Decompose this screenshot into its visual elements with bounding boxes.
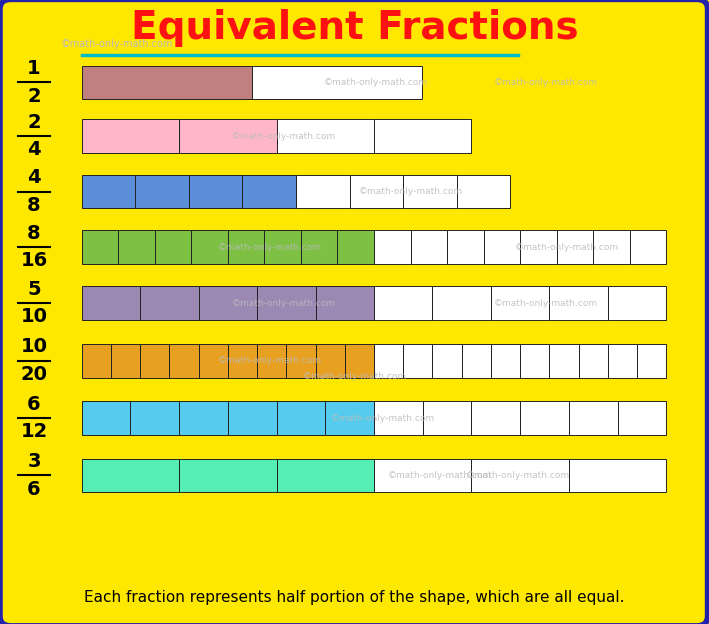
Bar [350,175,403,208]
Text: ©math-only-math.com: ©math-only-math.com [303,373,406,381]
Bar [484,230,520,264]
Bar [579,344,608,378]
Text: 12: 12 [21,422,48,441]
Bar [374,459,471,492]
Bar [82,286,140,320]
Text: ©math-only-math.com: ©math-only-math.com [331,414,435,422]
Bar [520,401,569,435]
Bar [423,401,471,435]
Text: 10: 10 [21,308,48,326]
Bar [549,344,579,378]
Text: 6: 6 [27,480,41,499]
Bar [608,286,666,320]
Bar [403,344,432,378]
Bar [345,344,374,378]
Bar [82,230,118,264]
Text: 3: 3 [27,452,41,471]
Bar [491,286,549,320]
Text: 6: 6 [27,395,41,414]
Text: 8: 8 [27,196,41,215]
Bar [191,230,228,264]
Bar [301,230,337,264]
Bar [257,286,316,320]
Bar [637,344,666,378]
Bar [286,344,316,378]
Bar [457,175,510,208]
Bar [82,459,179,492]
Bar [520,230,557,264]
Bar [447,230,484,264]
Bar [242,175,296,208]
Bar [618,401,666,435]
Text: ©math-only-math.com: ©math-only-math.com [232,132,335,140]
Bar [608,344,637,378]
Bar [325,401,374,435]
Bar [471,401,520,435]
Bar [118,230,155,264]
Bar [199,286,257,320]
Bar [277,401,325,435]
Text: 5: 5 [27,280,41,299]
Text: 2: 2 [27,87,41,105]
Text: 2: 2 [27,113,41,132]
Bar [374,344,403,378]
Bar [296,175,350,208]
Bar [316,286,374,320]
Bar [228,344,257,378]
Text: ©math-only-math.com: ©math-only-math.com [466,471,569,480]
Text: 4: 4 [27,140,41,159]
Bar [199,344,228,378]
Bar [491,344,520,378]
Bar [257,344,286,378]
Bar [169,344,199,378]
Bar [179,459,277,492]
Bar [432,286,491,320]
Bar [189,175,242,208]
Bar [374,119,471,153]
Bar [252,66,422,99]
Bar [277,459,374,492]
Bar [140,286,199,320]
Bar [374,230,411,264]
Bar [411,230,447,264]
Bar [337,230,374,264]
Text: ©math-only-math.com: ©math-only-math.com [359,187,463,196]
Bar [82,66,252,99]
Bar [140,344,169,378]
Bar [462,344,491,378]
Bar [82,175,135,208]
Text: ©math-only-math.com: ©math-only-math.com [494,78,598,87]
Text: 4: 4 [27,168,41,187]
Bar [471,459,569,492]
Bar [520,344,549,378]
Bar [432,344,462,378]
Bar [593,230,630,264]
Bar [155,230,191,264]
Text: ©math-only-math.com: ©math-only-math.com [324,78,428,87]
Text: ©math-only-math.com: ©math-only-math.com [60,39,172,49]
Text: ©math-only-math.com: ©math-only-math.com [218,243,321,251]
Text: 8: 8 [27,224,41,243]
Text: 16: 16 [21,251,48,270]
Bar [179,119,277,153]
Text: ©math-only-math.com: ©math-only-math.com [515,243,619,251]
Bar [82,344,111,378]
Text: 20: 20 [21,365,48,384]
Text: ©math-only-math.com: ©math-only-math.com [218,356,321,365]
Text: 1: 1 [27,59,41,78]
Bar [374,286,432,320]
Bar [374,401,423,435]
Bar [569,401,618,435]
Bar [135,175,189,208]
Bar [264,230,301,264]
Text: ©math-only-math.com: ©math-only-math.com [232,299,335,308]
Text: ©math-only-math.com: ©math-only-math.com [388,471,491,480]
Text: 10: 10 [21,338,48,356]
Bar [277,119,374,153]
Bar [130,401,179,435]
Bar [569,459,666,492]
Bar [228,230,264,264]
Bar [403,175,457,208]
Text: Each fraction represents half portion of the shape, which are all equal.: Each fraction represents half portion of… [84,590,625,605]
